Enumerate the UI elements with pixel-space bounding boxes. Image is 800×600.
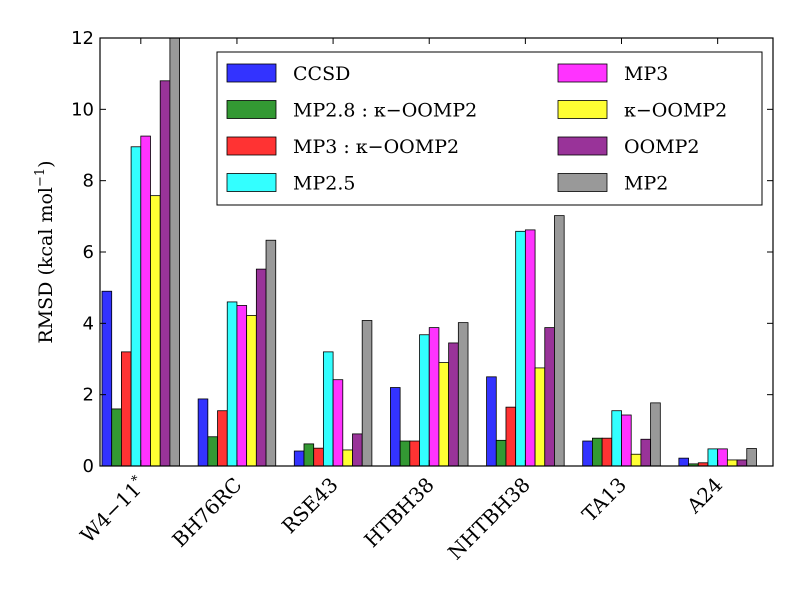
x-tick-label-ta13: TA13 <box>577 473 631 527</box>
bar-bh76rc-oomp2 <box>246 315 257 466</box>
bar-a24-mp3 <box>717 448 728 466</box>
legend-swatch-mp2-5 <box>226 173 277 192</box>
y-tick-label: 8 <box>83 171 94 192</box>
bar-w4-11-mp2-8-oomp2 <box>111 408 122 466</box>
y-axis: 0 2 4 6 8 10 12 <box>71 28 773 477</box>
bar-bh76rc-ccsd <box>197 398 209 466</box>
x-tick-label-htbh38: HTBH38 <box>359 473 438 552</box>
y-tick-label: 6 <box>83 242 94 263</box>
legend-swatch-mp3 <box>557 63 608 83</box>
y-axis-title: RMSD (kcal mol−1) <box>33 160 57 343</box>
bar-htbh38-oomp2 <box>438 362 450 466</box>
bar-rse43-mp2 <box>361 320 373 466</box>
bar-rse43-oomp2 <box>352 433 363 466</box>
bar-a24-ccsd <box>678 457 689 466</box>
bar-rse43-oomp2 <box>342 449 353 466</box>
bar-rse43-mp2-5 <box>322 351 334 466</box>
bar-ta13-mp3-oomp2 <box>601 437 613 466</box>
bar-nhtbh38-mp3-oomp2 <box>505 406 517 466</box>
bar-bh76rc-mp3 <box>236 305 248 466</box>
legend-swatch-mp2-8-oomp2 <box>226 100 277 119</box>
legend-label-mp2: MP2 <box>624 173 668 195</box>
bar-w4-11-oomp2 <box>159 80 171 466</box>
legend-swatch-mp2 <box>557 173 608 192</box>
y-tick-label: 0 <box>83 456 94 477</box>
plot-frame <box>99 37 774 467</box>
bar-w4-11-ccsd <box>101 290 113 466</box>
bar-nhtbh38-mp3 <box>524 229 536 466</box>
bar-rse43-mp2-8-oomp2 <box>303 443 315 466</box>
x-tick-label-w4-11: W4−11* <box>75 472 150 547</box>
bar-rse43-ccsd <box>293 450 305 466</box>
x-tick-label-rse43: RSE43 <box>277 473 343 539</box>
legend-swatch-oomp2 <box>557 100 608 119</box>
bar-rse43-mp3 <box>332 379 344 466</box>
y-tick-label: 12 <box>71 28 94 49</box>
legend-swatch-mp3-oomp2 <box>226 136 277 156</box>
bar-ta13-oomp2 <box>640 438 652 466</box>
bar-htbh38-ccsd <box>390 387 401 466</box>
legend-label-mp3-oomp2: MP3 : κ−OOMP2 <box>293 136 459 158</box>
legend-label-oomp2: OOMP2 <box>624 136 699 158</box>
bar-ta13-mp2-5 <box>611 410 622 466</box>
bar-bh76rc-oomp2 <box>255 268 267 466</box>
bar-nhtbh38-mp2 <box>554 215 565 466</box>
legend-label-mp2-8-oomp2: MP2.8 : κ−OOMP2 <box>293 100 477 122</box>
bar-ta13-oomp2 <box>630 453 642 466</box>
bar-bh76rc-mp2-5 <box>226 301 238 466</box>
bar-htbh38-oomp2 <box>448 342 459 466</box>
bar-ta13-mp2 <box>650 402 661 466</box>
x-tick-label-nhtbh38: NHTBH38 <box>443 473 535 565</box>
bar-w4-11-mp3-oomp2 <box>121 351 132 466</box>
x-tick-label-a24: A24 <box>681 473 727 519</box>
x-tick-label-bh76rc: BH76RC <box>167 473 246 552</box>
bar-nhtbh38-oomp2 <box>544 327 555 466</box>
bar-htbh38-mp2 <box>457 322 469 466</box>
bar-w4-11-mp2 <box>169 38 180 466</box>
legend: CCSD MP2.8 : κ−OOMP2 MP3 : κ−OOMP2 MP2.5 MP3… <box>216 51 763 206</box>
bar-ta13-mp2-8-oomp2 <box>592 437 603 466</box>
bar-a24-oomp2 <box>736 459 748 466</box>
y-tick-label: 10 <box>71 99 94 120</box>
legend-swatch-ccsd <box>226 63 277 83</box>
bar-nhtbh38-mp2-5 <box>515 230 526 466</box>
bar-htbh38-mp2-8-oomp2 <box>399 440 411 466</box>
bar-nhtbh38-mp2-8-oomp2 <box>495 439 507 466</box>
legend-label-oomp2: κ−OOMP2 <box>624 100 727 122</box>
y-tick-label: 4 <box>83 313 94 334</box>
legend-swatch-oomp2 <box>557 136 608 156</box>
legend-label-ccsd: CCSD <box>293 63 350 85</box>
bar-htbh38-mp3-oomp2 <box>409 440 420 466</box>
y-tick-label: 2 <box>83 385 94 406</box>
bar-w4-11-oomp2 <box>150 195 161 466</box>
bar-ta13-mp3 <box>621 414 632 466</box>
bar-a24-mp2-5 <box>707 448 719 466</box>
legend-box <box>216 51 763 206</box>
bar-htbh38-mp2-5 <box>419 334 430 466</box>
bar-rse43-mp3-oomp2 <box>313 447 324 466</box>
bar-a24-oomp2 <box>726 459 738 466</box>
bar-ta13-ccsd <box>582 440 593 466</box>
bar-a24-mp2 <box>746 448 757 466</box>
legend-label-mp2-5: MP2.5 <box>293 173 355 195</box>
bar-w4-11-mp2-5 <box>130 146 142 466</box>
bar-bh76rc-mp3-oomp2 <box>217 410 228 466</box>
bar-nhtbh38-ccsd <box>486 376 497 466</box>
legend-label-mp3: MP3 <box>624 63 668 85</box>
bar-bh76rc-mp2-8-oomp2 <box>207 436 218 466</box>
bar-nhtbh38-oomp2 <box>534 367 546 466</box>
bar-w4-11-mp3 <box>140 135 151 466</box>
bar-htbh38-mp3 <box>428 327 440 466</box>
bar-bh76rc-mp2 <box>265 239 277 466</box>
